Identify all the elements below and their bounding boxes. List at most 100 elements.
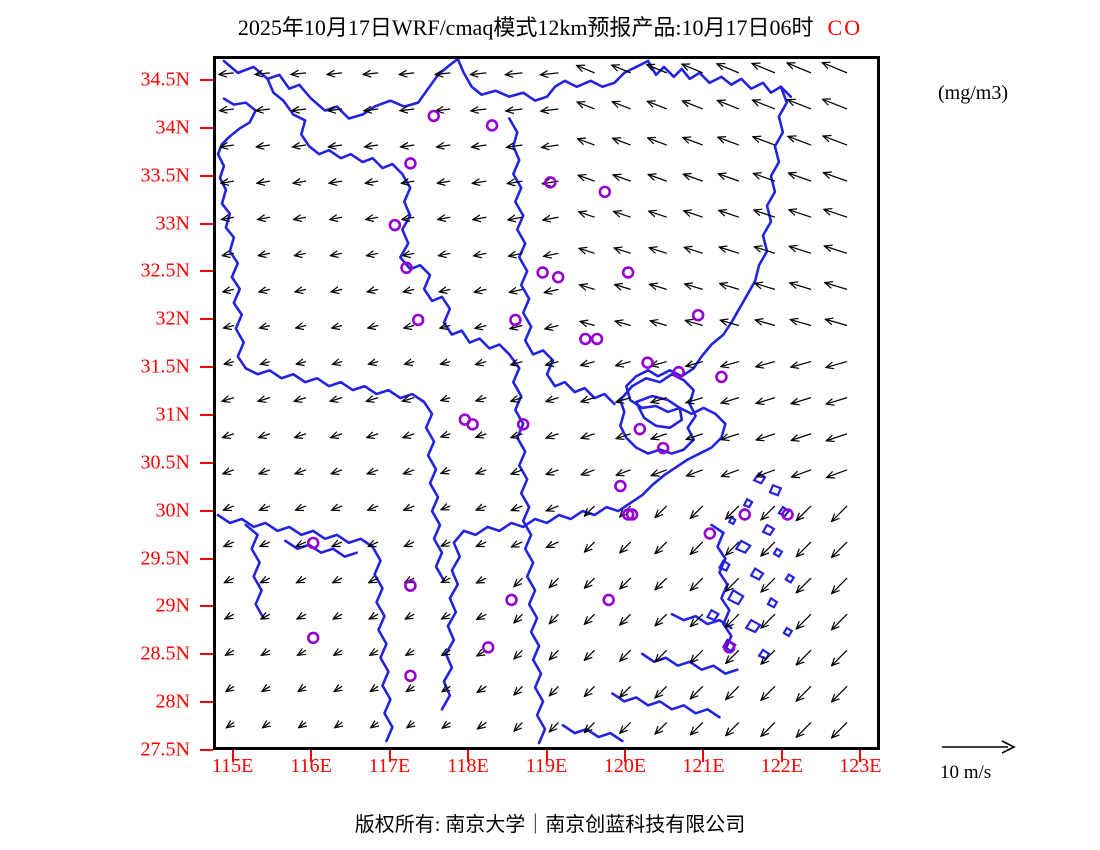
wind-arrow	[331, 434, 343, 438]
wind-arrow	[826, 397, 848, 404]
wind-arrow	[405, 362, 415, 365]
wind-arrow	[832, 649, 848, 665]
wind-arrow	[260, 362, 271, 365]
wind-arrow	[546, 506, 559, 511]
wind-arrow	[470, 73, 487, 75]
wind-arrow	[369, 614, 379, 619]
wind-arrow	[471, 109, 487, 111]
wind-arrow	[577, 65, 595, 74]
wind-arrow	[442, 650, 451, 655]
wind-arrow	[296, 362, 307, 365]
x-axis-label: 116E	[290, 755, 332, 777]
x-axis-label: 121E	[682, 755, 725, 777]
wind-arrow	[404, 325, 415, 328]
y-axis-label: 28N	[155, 690, 190, 713]
wind-arrow	[756, 433, 776, 440]
wind-arrow	[726, 649, 740, 663]
station-marker	[516, 418, 530, 431]
x-axis-tick	[702, 750, 705, 762]
y-axis-tick	[200, 413, 213, 416]
wind-arrow	[442, 722, 450, 728]
wind-arrow	[616, 362, 631, 366]
wind-arrow	[511, 470, 523, 474]
station-marker	[621, 508, 635, 521]
y-axis-label: 29N	[155, 594, 190, 617]
y-axis-tick	[200, 270, 213, 273]
island-outlines	[705, 471, 796, 661]
wind-arrow	[225, 650, 235, 655]
y-axis-tick	[200, 366, 213, 369]
wind-arrow	[826, 360, 848, 368]
y-axis-tick	[200, 461, 213, 464]
station-marker	[411, 313, 425, 327]
wind-arrow	[719, 210, 740, 218]
wind-arrow	[223, 470, 235, 474]
wind-arrow	[655, 577, 668, 590]
wind-arrow	[549, 721, 559, 732]
wind-arrow	[224, 325, 234, 328]
y-axis-tick	[200, 318, 213, 321]
wind-arrow	[615, 285, 631, 290]
wind-arrow	[510, 325, 523, 328]
wind-arrow	[334, 650, 343, 655]
wind-arrow	[651, 434, 667, 439]
wind-arrow	[295, 289, 307, 291]
wind-arrow	[690, 541, 704, 554]
wind-arrow	[761, 613, 776, 628]
wind-arrow	[439, 289, 451, 291]
wind-arrow	[365, 181, 379, 183]
y-axis-tick	[200, 78, 213, 81]
wind-arrow	[686, 469, 703, 476]
wind-arrow	[330, 253, 343, 255]
wind-arrow	[542, 145, 559, 147]
wind-arrow	[649, 248, 667, 254]
wind-arrow	[335, 722, 342, 727]
wind-arrow	[511, 362, 523, 365]
wind-arrow	[823, 173, 848, 182]
wind-arrow	[827, 469, 848, 478]
wind-arrow	[441, 470, 451, 473]
y-axis-label: 34N	[155, 116, 190, 139]
map-plot-area[interactable]	[213, 56, 880, 750]
wind-arrow	[584, 541, 596, 552]
wind-arrow	[546, 434, 559, 438]
wind-arrow	[825, 283, 848, 290]
wind-arrow	[514, 721, 523, 731]
wind-arrow	[366, 253, 379, 255]
wind-arrow	[330, 217, 343, 219]
wind-arrow	[614, 248, 631, 253]
wind-arrow	[683, 174, 703, 182]
wind-arrow	[437, 145, 451, 147]
wind-arrow	[718, 137, 740, 146]
wind-arrow	[584, 505, 596, 516]
wind-arrow	[753, 137, 776, 146]
wind-arrow	[297, 650, 307, 655]
wind-arrow	[648, 138, 667, 146]
station-marker	[485, 119, 499, 132]
wind-arrow	[789, 246, 812, 254]
wind-arrow	[647, 65, 667, 74]
wind-arrow	[826, 433, 848, 441]
wind-arrow	[788, 173, 812, 182]
copyright-footer: 版权所有: 南京大学｜南京创蓝科技有限公司	[354, 814, 746, 836]
wind-arrow	[544, 289, 559, 292]
wind-arrow	[366, 217, 379, 219]
wind-arrow	[726, 613, 740, 627]
station-marker	[633, 422, 647, 436]
station-marker	[306, 631, 320, 645]
y-axis-label: 30.5N	[140, 451, 190, 474]
wind-arrow	[442, 686, 451, 691]
wind-arrow	[401, 181, 415, 183]
wind-scale-legend: 10 m/s	[940, 738, 1090, 784]
y-axis-tick	[200, 509, 213, 512]
wind-arrow	[406, 650, 415, 655]
wind-arrow	[761, 541, 776, 556]
station-marker	[505, 593, 518, 607]
wind-arrow	[257, 181, 271, 183]
wind-arrow	[299, 722, 306, 727]
wind-arrow	[682, 64, 704, 74]
wind-arrow	[581, 470, 595, 475]
wind-arrow	[514, 649, 523, 659]
wind-arrow	[327, 73, 343, 75]
wind-arrow	[615, 321, 631, 325]
